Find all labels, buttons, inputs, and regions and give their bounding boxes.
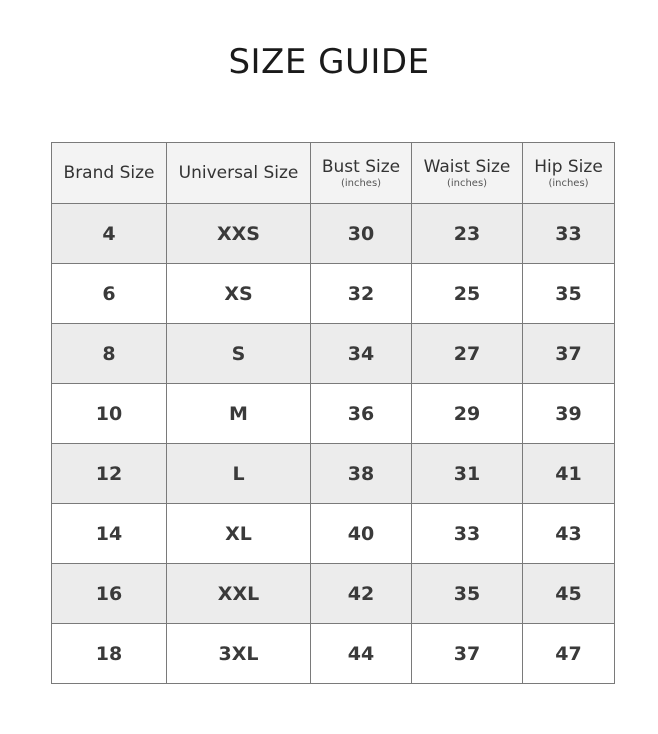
table-cell: 40: [310, 503, 412, 564]
column-header-unit: (inches): [548, 178, 589, 189]
page-title: SIZE GUIDE: [228, 42, 430, 82]
table-cell: 6: [51, 263, 167, 324]
table-cell: XS: [166, 263, 311, 324]
table-cell: 27: [411, 323, 523, 384]
column-header: Bust Size (inches): [310, 142, 412, 204]
table-cell: 18: [51, 623, 167, 684]
table-row: 4 XXS 30 23 33: [51, 203, 615, 264]
table-cell: 36: [310, 383, 412, 444]
table-row: 18 3XL 44 37 47: [51, 623, 615, 684]
table-cell: 38: [310, 443, 412, 504]
table-cell: 29: [411, 383, 523, 444]
table-cell: 8: [51, 323, 167, 384]
table-cell: 45: [522, 563, 615, 624]
table-cell: 39: [522, 383, 615, 444]
column-header-label: Brand Size: [63, 163, 155, 183]
table-cell: 33: [522, 203, 615, 264]
table-cell: 34: [310, 323, 412, 384]
table-cell: 25: [411, 263, 523, 324]
table-cell: M: [166, 383, 311, 444]
table-cell: XXS: [166, 203, 311, 264]
size-guide-table: Brand Size Universal Size Bust Size (inches…: [51, 142, 615, 684]
table-row: 6 XS 32 25 35: [51, 263, 615, 324]
table-cell: 30: [310, 203, 412, 264]
table-cell: 47: [522, 623, 615, 684]
table-row: 10 M 36 29 39: [51, 383, 615, 444]
table-row: 16 XXL 42 35 45: [51, 563, 615, 624]
table-cell: 32: [310, 263, 412, 324]
table-cell: 33: [411, 503, 523, 564]
table-cell: XL: [166, 503, 311, 564]
table-cell: 37: [522, 323, 615, 384]
table-cell: 12: [51, 443, 167, 504]
table-cell: 42: [310, 563, 412, 624]
table-cell: XXL: [166, 563, 311, 624]
column-header-label: Universal Size: [178, 163, 299, 183]
column-header: Brand Size: [51, 142, 167, 204]
table-row: 14 XL 40 33 43: [51, 503, 615, 564]
table-cell: 31: [411, 443, 523, 504]
table-cell: 4: [51, 203, 167, 264]
table-cell: 44: [310, 623, 412, 684]
table-cell: S: [166, 323, 311, 384]
table-cell: L: [166, 443, 311, 504]
table-cell: 43: [522, 503, 615, 564]
column-header-unit: (inches): [340, 178, 382, 189]
column-header-label: Waist Size: [423, 157, 511, 177]
header-row: Brand Size Universal Size Bust Size (inches…: [51, 142, 615, 204]
column-header: Waist Size (inches): [411, 142, 523, 204]
table-cell: 37: [411, 623, 523, 684]
table-row: 12 L 38 31 41: [51, 443, 615, 504]
table-cell: 35: [522, 263, 615, 324]
column-header-label: Hip Size: [534, 157, 603, 177]
table-cell: 3XL: [166, 623, 311, 684]
table-cell: 10: [51, 383, 167, 444]
table-cell: 14: [51, 503, 167, 564]
table-cell: 16: [51, 563, 167, 624]
column-header-label: Bust Size: [321, 157, 401, 177]
table-cell: 35: [411, 563, 523, 624]
column-header-unit: (inches): [446, 178, 488, 189]
table-cell: 23: [411, 203, 523, 264]
table-cell: 41: [522, 443, 615, 504]
table-row: 8 S 34 27 37: [51, 323, 615, 384]
column-header: Hip Size (inches): [522, 142, 615, 204]
column-header: Universal Size: [166, 142, 311, 204]
